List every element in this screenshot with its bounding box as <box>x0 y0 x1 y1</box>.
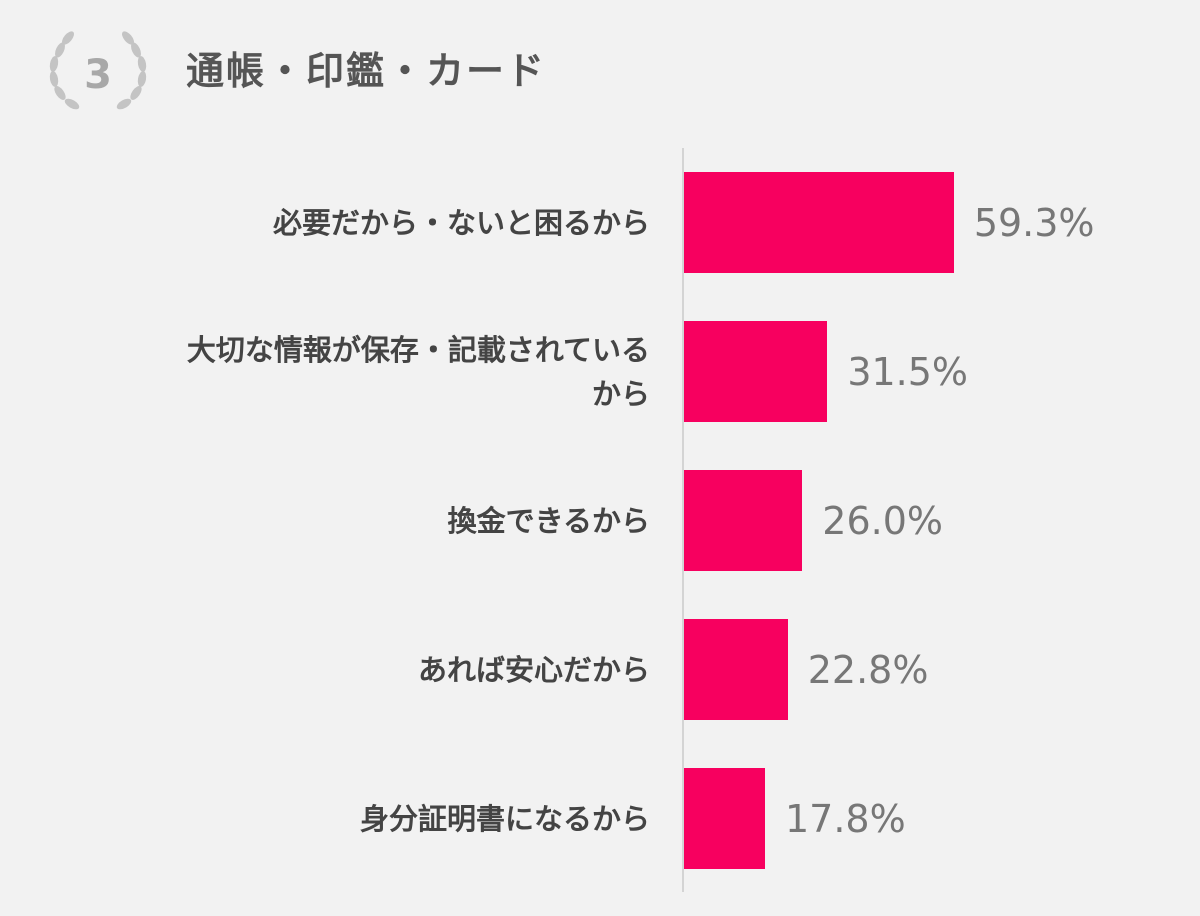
y-axis-line <box>682 148 684 892</box>
value-label: 59.3% <box>973 200 1095 245</box>
laurel-wreath-icon: 3 <box>49 31 147 110</box>
bar <box>684 172 954 273</box>
value-label: 31.5% <box>847 349 969 394</box>
category-label: 換金できるから <box>447 503 650 538</box>
value-label: 22.8% <box>807 647 929 692</box>
chart-title: 通帳・印鑑・カード <box>186 49 547 93</box>
category-label: 身分証明書になるから <box>359 801 650 836</box>
category-label: あれば安心だから <box>417 652 650 687</box>
bar <box>684 768 765 869</box>
rank-number: 3 <box>84 52 112 98</box>
value-label: 17.8% <box>784 796 906 841</box>
bar <box>684 321 828 422</box>
value-label: 26.0% <box>822 498 944 543</box>
category-label: 大切な情報が保存・記載されている から <box>186 332 650 411</box>
bar <box>684 470 803 571</box>
bar <box>684 619 788 720</box>
category-label: 必要だから・ないと困るから <box>272 205 650 240</box>
